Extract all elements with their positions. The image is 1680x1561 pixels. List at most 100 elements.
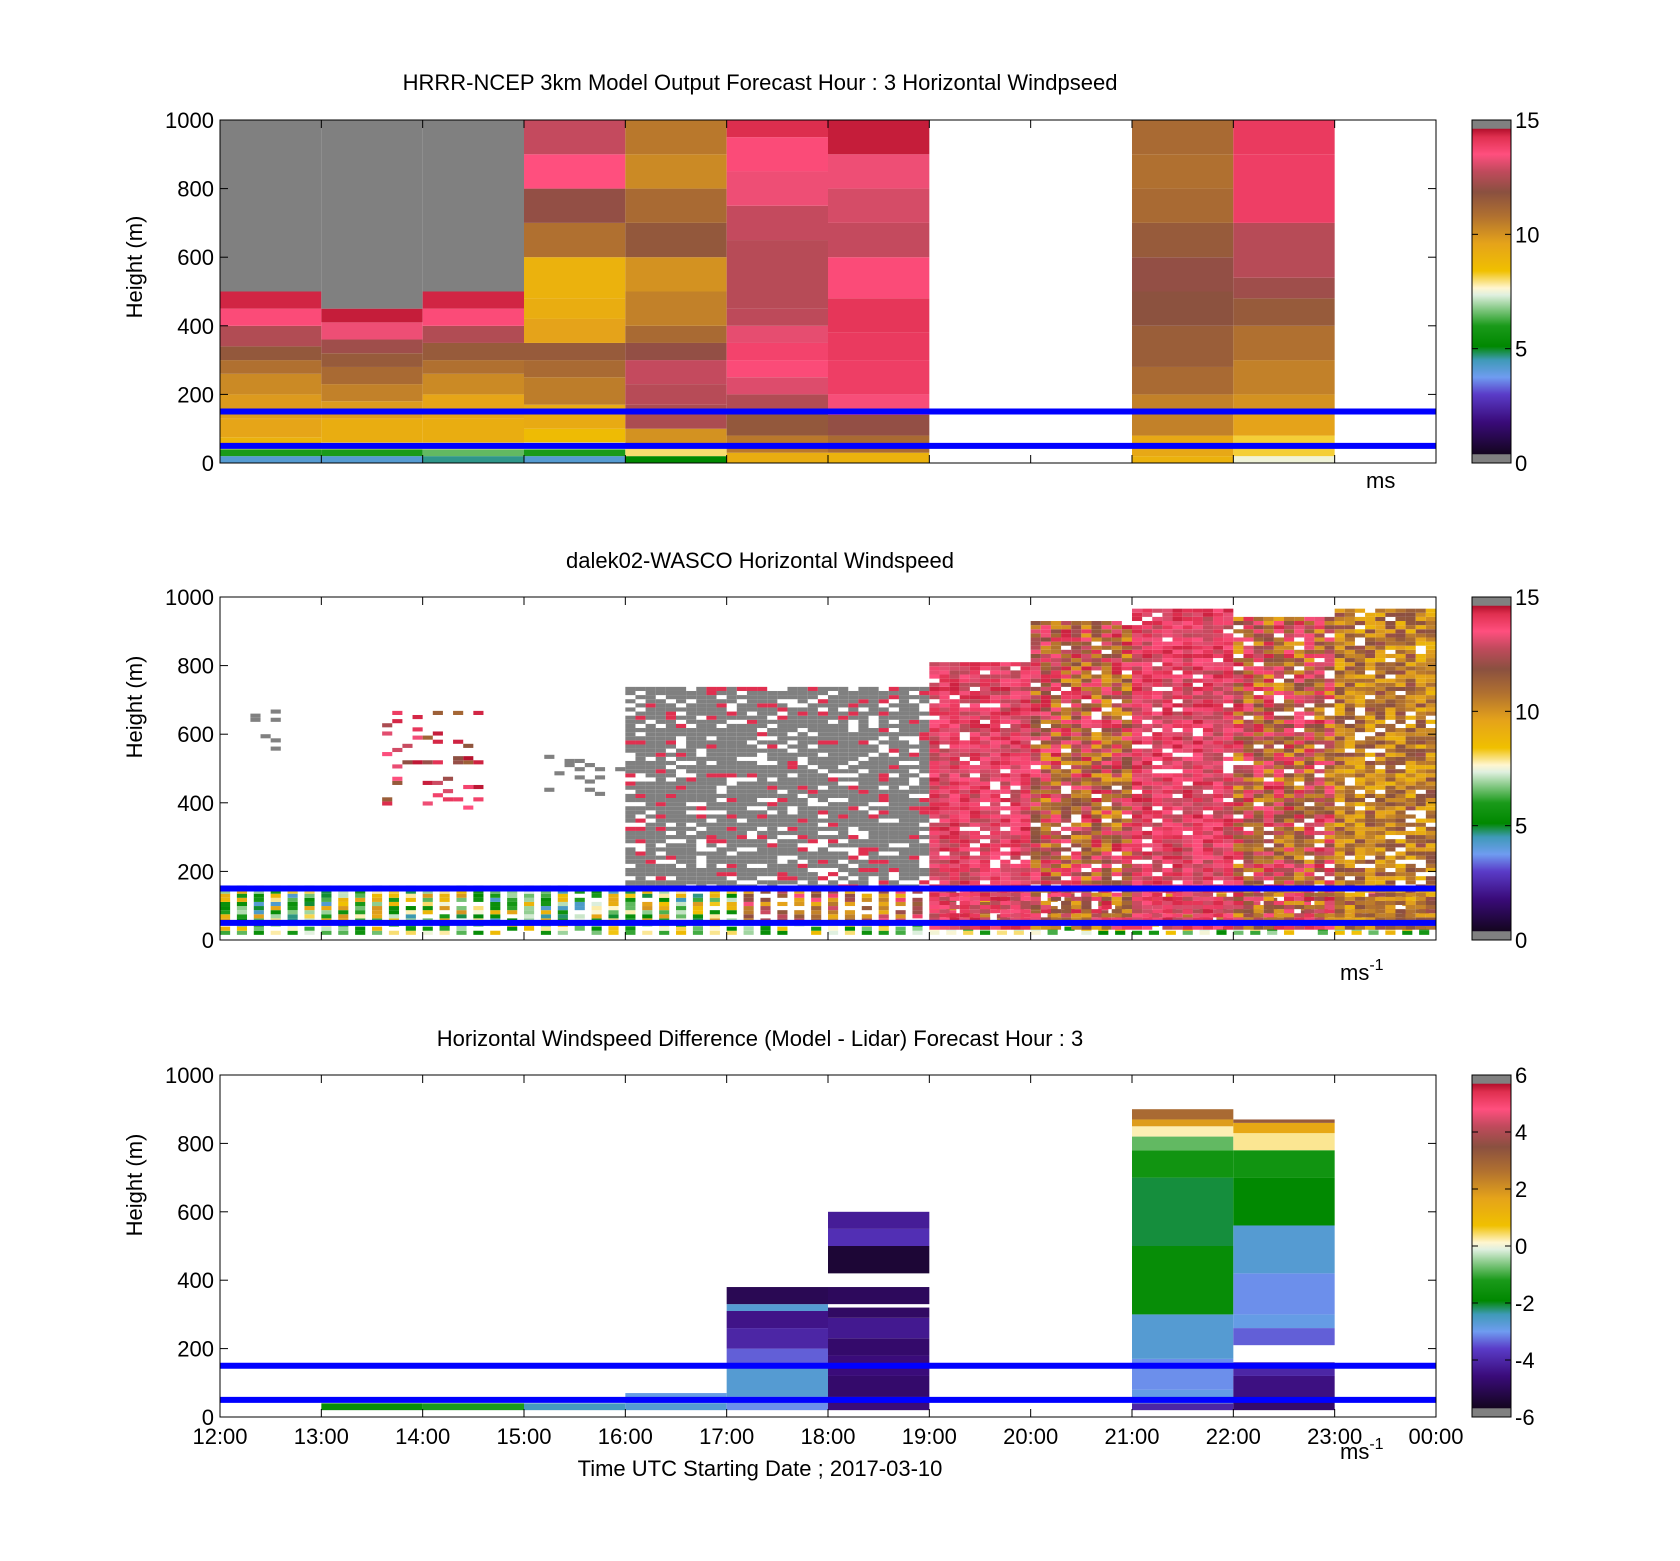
heatmap-cell (828, 728, 839, 733)
heatmap-cell (1020, 686, 1031, 691)
heatmap-cell (787, 785, 798, 790)
heatmap-cell (777, 752, 788, 757)
heatmap-cell (544, 754, 555, 759)
heatmap-cell (1020, 785, 1031, 790)
heatmap-cell (1091, 859, 1102, 864)
heatmap-cell (1091, 748, 1102, 753)
heatmap-cell (959, 793, 970, 798)
heatmap-cell (1132, 658, 1143, 663)
heatmap-cell (1243, 769, 1254, 774)
heatmap-cell (1061, 695, 1072, 700)
heatmap-cell (861, 926, 872, 931)
heatmap-cell (1304, 752, 1315, 757)
heatmap-cell (253, 914, 264, 919)
heatmap-cell (1091, 649, 1102, 654)
heatmap-cell (1172, 645, 1183, 650)
heatmap-cell (1304, 793, 1315, 798)
heatmap-cell (838, 843, 849, 848)
heatmap-cell (828, 360, 930, 395)
heatmap-cell (807, 777, 818, 782)
heatmap-cell (980, 876, 991, 881)
heatmap-cell (1040, 682, 1051, 687)
heatmap-cell (1294, 863, 1305, 868)
heatmap-cell (676, 822, 687, 827)
heatmap-cell (919, 814, 930, 819)
heatmap-cell (1020, 690, 1031, 696)
heatmap-cell (1233, 863, 1244, 868)
heatmap-cell (838, 814, 849, 819)
heatmap-cell (1162, 756, 1173, 761)
heatmap-cell (665, 851, 676, 856)
heatmap-cell (1253, 806, 1264, 811)
heatmap-cell (1294, 649, 1305, 654)
heatmap-cell (1304, 736, 1315, 741)
heatmap-cell (1223, 608, 1234, 613)
heatmap-cell (388, 910, 400, 915)
heatmap-cell (1324, 732, 1335, 737)
heatmap-cell (1294, 818, 1305, 823)
heatmap-cell (909, 728, 920, 733)
heatmap-cell (990, 896, 1001, 901)
heatmap-cell (1000, 880, 1011, 885)
heatmap-cell (1243, 900, 1254, 906)
heatmap-cell (1284, 777, 1295, 782)
heatmap-cell (858, 686, 869, 691)
heatmap-cell (676, 789, 687, 794)
heatmap-cell (1010, 773, 1021, 778)
heatmap-cell (929, 793, 940, 798)
heatmap-cell (1192, 863, 1203, 868)
heatmap-cell (757, 789, 768, 794)
heatmap-cell (980, 674, 991, 679)
heatmap-cell (1050, 740, 1062, 745)
heatmap-cell (746, 826, 758, 831)
heatmap-cell (1273, 917, 1284, 922)
heatmap-cell (1000, 674, 1011, 679)
heatmap-cell (1202, 695, 1214, 700)
heatmap-cell (1202, 773, 1214, 778)
heatmap-cell (716, 752, 727, 757)
heatmap-cell (1182, 707, 1193, 712)
heatmap-cell (858, 876, 869, 881)
heatmap-cell (1368, 930, 1379, 935)
heatmap-cell (554, 771, 565, 776)
heatmap-cell (939, 707, 950, 712)
heatmap-cell (1071, 909, 1082, 914)
heatmap-cell (716, 756, 727, 761)
heatmap-cell (1000, 715, 1011, 720)
heatmap-cell (929, 802, 940, 807)
heatmap-cell (635, 760, 646, 766)
heatmap-cell (1314, 785, 1325, 790)
heatmap-cell (969, 748, 980, 753)
heatmap-cell (1091, 719, 1102, 724)
heatmap-cell (1030, 699, 1041, 704)
heatmap-cell (709, 914, 720, 919)
heatmap-cell (1213, 822, 1224, 827)
heatmap-cell (767, 756, 778, 761)
heatmap-cell (990, 736, 1001, 741)
heatmap-cell (304, 901, 315, 907)
heatmap-cell (1294, 925, 1305, 930)
heatmap-cell (321, 308, 423, 323)
heatmap-cell (1091, 666, 1102, 671)
heatmap-cell (1132, 835, 1143, 840)
heatmap-cell (1020, 917, 1031, 922)
heatmap-cell (1142, 703, 1153, 708)
heatmap-cell (1091, 662, 1102, 667)
heatmap-cell (1132, 690, 1143, 696)
heatmap-cell (645, 872, 656, 877)
heatmap-cell (1182, 765, 1193, 770)
heatmap-cell (1142, 752, 1153, 757)
heatmap-cell (736, 859, 747, 864)
heatmap-cell (848, 793, 859, 798)
heatmap-cell (1040, 703, 1051, 708)
heatmap-cell (473, 893, 484, 898)
heatmap-cell (1223, 649, 1234, 654)
heatmap-cell (1213, 777, 1224, 782)
heatmap-cell (1182, 723, 1193, 729)
heatmap-cell (1192, 686, 1203, 691)
heatmap-cell (635, 785, 646, 790)
heatmap-cell (1284, 765, 1295, 770)
heatmap-cell (1182, 699, 1193, 704)
heatmap-cell (574, 901, 585, 907)
heatmap-cell (1040, 835, 1051, 840)
